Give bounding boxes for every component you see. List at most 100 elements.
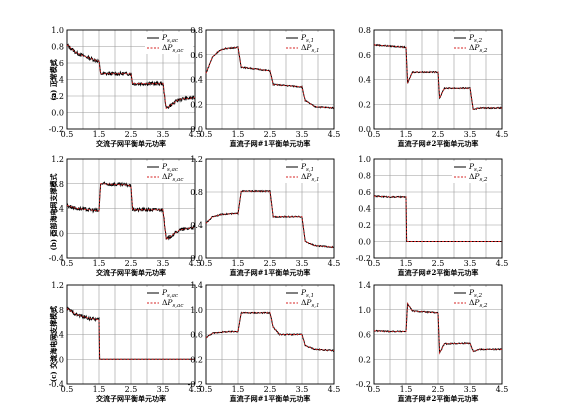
chart-panel-b1: -0.4 0.0 0.4 0.8 1.2 0.5 1.5 2.5 3.5 4.5 Ps,acΔPs,… — [49, 155, 202, 268]
row-labels: (a) 正常模式 (b) 西部海电网支撑模式 (c) 交流海电网支撑模式 — [49, 59, 58, 382]
x-tick-label: 3.5 — [296, 259, 309, 268]
y-tick-label: 0.2 — [190, 355, 203, 364]
legend-label-reference: ΔPs,2 — [469, 43, 488, 54]
legend-label-reference: ΔPs,ac — [162, 298, 183, 309]
x-tick-label: 2.5 — [125, 130, 138, 139]
legend-label-measured: Ps,ac — [161, 33, 178, 44]
x-tick-label: 4.5 — [328, 130, 341, 139]
series-reference-line — [66, 308, 195, 360]
legend-label-measured: Ps,1 — [300, 33, 314, 44]
plot-frame — [66, 29, 196, 130]
y-tick-label: -0.2 — [188, 380, 203, 389]
y-tick-label: 0.4 — [190, 76, 203, 85]
series-reference-line — [205, 46, 335, 109]
x-tick-label: 0.5 — [61, 259, 74, 268]
x-tick-label: 2.5 — [432, 130, 445, 139]
y-tick-label: 0.6 — [190, 51, 203, 60]
series-reference-line — [66, 183, 196, 241]
y-tick-label: 0.0 — [190, 125, 203, 134]
row-label-a: (a) 正常模式 — [49, 59, 58, 101]
x-tick-label: 3.5 — [464, 130, 477, 139]
x-tick-label: 2.5 — [125, 259, 138, 268]
y-tick-label: -0.2 — [49, 125, 64, 134]
y-tick-label: -0.4 — [49, 380, 64, 389]
legend-label-reference: ΔPs,2 — [469, 298, 488, 309]
row-label-c: (c) 交流海电网支撑模式 — [49, 306, 58, 382]
series-reference-line — [373, 195, 502, 242]
plot-frame — [373, 29, 503, 130]
y-tick-label: 1.2 — [51, 155, 64, 164]
plot-frame — [373, 158, 503, 259]
legend-label-reference: ΔPs,1 — [301, 43, 320, 54]
y-tick-label: 0.4 — [51, 76, 64, 85]
x-tick-label: 4.5 — [189, 130, 202, 139]
legend-label-reference: ΔPs,2 — [469, 172, 488, 183]
legend-label-measured: Ps,2 — [468, 33, 483, 44]
legend-label-reference: ΔPs,ac — [162, 43, 183, 54]
legend-label-measured: Ps,1 — [300, 162, 314, 173]
x-tick-label: 2.5 — [264, 130, 277, 139]
x-tick-label: 2.5 — [432, 259, 445, 268]
x-axis-label: 交流子网平衡单元功率 — [96, 394, 166, 403]
y-tick-label: 0.8 — [358, 26, 371, 35]
y-tick-label: 0.2 — [190, 100, 203, 109]
y-tick-label: 0.6 — [358, 51, 371, 60]
x-tick-label: 4.5 — [496, 259, 509, 268]
y-tick-label: 0.6 — [358, 331, 371, 340]
y-tick-label: 0.8 — [190, 188, 203, 197]
plot-frame — [205, 29, 335, 130]
plot-frame — [66, 284, 196, 385]
y-tick-label: 0.8 — [51, 43, 64, 52]
series-reference-line — [205, 190, 335, 248]
series-reference-line — [373, 44, 502, 110]
y-tick-label: 0.0 — [190, 254, 203, 263]
x-tick-label: 0.5 — [368, 130, 381, 139]
x-tick-label: 1.5 — [400, 130, 413, 139]
x-axis-label: 交流子网平衡单元功率 — [96, 139, 166, 148]
x-tick-label: 4.5 — [189, 385, 202, 394]
x-axis-labels: 交流子网平衡单元功率 直流子网#1平衡单元功率 直流子网#2平衡单元功率交流子网平衡… — [96, 139, 478, 403]
x-axis-label: 交流子网平衡单元功率 — [96, 268, 166, 277]
x-tick-label: 1.5 — [400, 259, 413, 268]
x-tick-label: 3.5 — [296, 385, 309, 394]
y-tick-label: 1.0 — [358, 155, 371, 164]
x-tick-label: 1.5 — [400, 385, 413, 394]
y-tick-label: 0.8 — [190, 26, 203, 35]
y-tick-label: 0.0 — [358, 238, 371, 247]
y-tick-label: -0.2 — [356, 380, 371, 389]
y-tick-label: 0.6 — [190, 331, 203, 340]
y-tick-label: 0.2 — [358, 355, 371, 364]
x-axis-label: 直流子网#1平衡单元功率 — [230, 268, 311, 277]
legend-label-measured: Ps,1 — [300, 288, 314, 299]
x-axis-label: 直流子网#2平衡单元功率 — [398, 394, 479, 403]
x-axis-label: 直流子网#1平衡单元功率 — [230, 139, 311, 148]
x-tick-label: 1.5 — [232, 130, 245, 139]
y-tick-label: 0.0 — [51, 355, 64, 364]
x-tick-label: 3.5 — [157, 130, 170, 139]
y-tick-label: 0.0 — [51, 229, 64, 238]
legend-label-reference: ΔPs,1 — [301, 172, 320, 183]
y-tick-label: -0.4 — [49, 254, 64, 263]
x-tick-label: 0.5 — [368, 385, 381, 394]
x-axis-label: 直流子网#2平衡单元功率 — [398, 268, 479, 277]
x-tick-label: 3.5 — [296, 130, 309, 139]
y-tick-label: 0.4 — [190, 221, 203, 230]
y-tick-label: 1.2 — [190, 155, 203, 164]
y-tick-label: -0.2 — [356, 254, 371, 263]
x-tick-label: 3.5 — [464, 385, 477, 394]
y-tick-label: 0.0 — [358, 125, 371, 134]
x-tick-label: 2.5 — [432, 385, 445, 394]
y-tick-label: 0.4 — [358, 205, 371, 214]
row-label-b: (b) 西部海电网支撑模式 — [49, 174, 58, 251]
x-tick-label: 3.5 — [157, 259, 170, 268]
legend-label-measured: Ps,ac — [161, 288, 178, 299]
plot-frame — [373, 284, 503, 385]
y-tick-label: 1.2 — [51, 281, 64, 290]
plot-frame — [205, 284, 335, 385]
x-tick-label: 3.5 — [157, 385, 170, 394]
x-tick-label: 0.5 — [200, 385, 213, 394]
